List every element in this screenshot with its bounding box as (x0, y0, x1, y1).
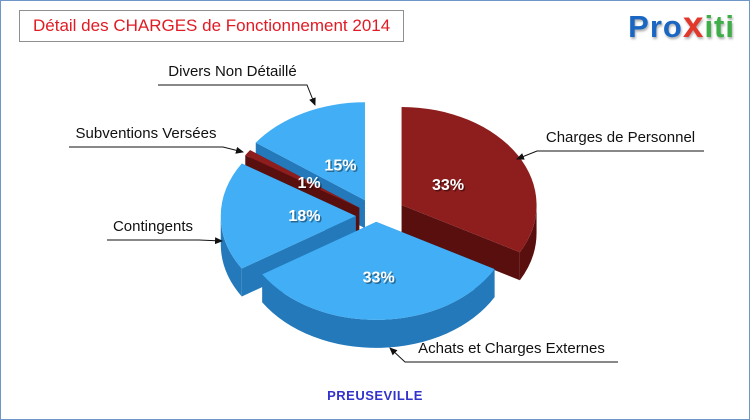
slice-label-contingents: Contingents (112, 218, 194, 235)
proxiti-logo[interactable]: Proxiti (628, 5, 735, 47)
pie-percent-label-1: 33% (363, 270, 395, 287)
pie-slice-top-2 (220, 163, 356, 269)
slice-label-divers: Divers Non Détaillé (168, 63, 297, 80)
callout-line-personnel (516, 150, 704, 160)
pie-percent-label-0: 33% (432, 177, 464, 194)
pie-percent-label-2: 18% (290, 210, 322, 227)
pie-slice-side (262, 221, 377, 303)
logo-segment-x: x (682, 4, 705, 45)
pie-percent-label-3: 1% (297, 175, 320, 192)
pie-slice-side (241, 216, 356, 297)
pie-slice-side (255, 142, 365, 229)
slice-label-achats: Achats et Charges Externes (418, 340, 605, 357)
pie-percent-label-3: 1% (299, 176, 322, 193)
footer-commune: PREUSEVILLE (327, 388, 423, 403)
pie-percent-label-4: 15% (326, 159, 358, 176)
pie-slice-top-0 (401, 107, 537, 253)
pie-slice-rim (262, 269, 495, 348)
pie-slice-side (401, 205, 520, 281)
pie-percent-label-2: 18% (288, 208, 320, 225)
pie-slice-rim (519, 205, 537, 281)
pie-slice-side (250, 150, 360, 236)
callout-line-contingents (107, 237, 223, 245)
pie-slice-top-1 (262, 221, 495, 320)
pie-slice-side (241, 163, 356, 244)
pie-slice-rim (220, 216, 242, 297)
page-title: Détail des CHARGES de Fonctionnement 201… (19, 10, 405, 42)
slice-label-personnel: Charges de Personnel (545, 129, 696, 146)
pie-slice-side (376, 221, 495, 298)
logo-segment-iti: iti (704, 9, 735, 44)
slice-label-subventions: Subventions Versées (75, 125, 217, 142)
logo-segment-pro: Pro (628, 9, 683, 44)
pie-slice-top-3 (245, 150, 360, 208)
callout-line-subventions (69, 146, 244, 154)
pie-percent-label-4: 15% (324, 157, 356, 174)
callout-line-divers (158, 84, 316, 106)
pie-slice-side (245, 155, 360, 236)
pie-percent-label-1: 33% (364, 271, 396, 288)
pie-slice-top-4 (255, 102, 365, 201)
pie-percent-label-0: 33% (434, 179, 466, 196)
